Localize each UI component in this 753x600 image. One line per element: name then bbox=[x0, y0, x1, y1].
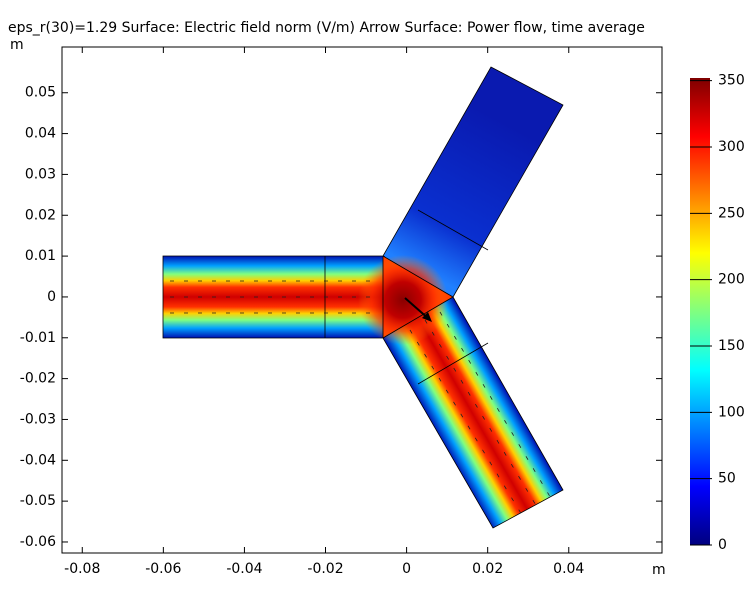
colorbar-tick-label: 200 bbox=[718, 272, 745, 288]
upper-arm bbox=[383, 67, 563, 297]
plot-frame bbox=[61, 46, 663, 554]
x-tick-label: -0.08 bbox=[64, 561, 100, 577]
x-tick-label: 0 bbox=[402, 561, 411, 577]
lower-arm bbox=[383, 297, 563, 528]
chart-title: eps_r(30)=1.29 Surface: Electric field n… bbox=[8, 20, 645, 36]
y-tick-label: 0.03 bbox=[25, 166, 56, 182]
x-tick-label: 0.02 bbox=[472, 561, 503, 577]
x-tick-label: 0.04 bbox=[553, 561, 584, 577]
colorbar-tick-label: 150 bbox=[718, 338, 745, 354]
y-tick-label: -0.01 bbox=[20, 330, 56, 346]
x-axis-label: m bbox=[652, 562, 666, 578]
field bbox=[162, 66, 564, 529]
y-tick-label: -0.03 bbox=[20, 411, 56, 427]
colorbar-tick-label: 300 bbox=[718, 139, 745, 155]
colorbar-tick-label: 100 bbox=[718, 404, 745, 420]
arrow-head bbox=[422, 312, 432, 322]
x-tick-label: -0.06 bbox=[145, 561, 181, 577]
y-tick-label: -0.05 bbox=[20, 493, 56, 509]
y-tick-label: 0.01 bbox=[25, 248, 56, 264]
y-tick-label: 0.05 bbox=[25, 85, 56, 101]
colorbar-tick-label: 50 bbox=[718, 471, 736, 487]
colorbar bbox=[690, 78, 710, 545]
y-tick-label: 0 bbox=[47, 289, 56, 305]
y-tick-label: -0.02 bbox=[20, 371, 56, 387]
colorbar-tick-label: 250 bbox=[718, 205, 745, 221]
y-tick-label: 0.04 bbox=[25, 126, 56, 142]
y-axis-label: m bbox=[10, 37, 24, 53]
x-tick-label: -0.02 bbox=[307, 561, 343, 577]
x-tick-label: -0.04 bbox=[226, 561, 262, 577]
y-tick-label: -0.04 bbox=[20, 452, 56, 468]
colorbar-tick-label: 350 bbox=[718, 73, 745, 89]
junction-hotspot bbox=[358, 255, 448, 345]
left-arm bbox=[163, 256, 385, 338]
power-arrows bbox=[170, 280, 553, 521]
colorbar-tick-label: 0 bbox=[718, 537, 727, 553]
y-tick-label: 0.02 bbox=[25, 207, 56, 223]
y-tick-label: -0.06 bbox=[20, 534, 56, 550]
